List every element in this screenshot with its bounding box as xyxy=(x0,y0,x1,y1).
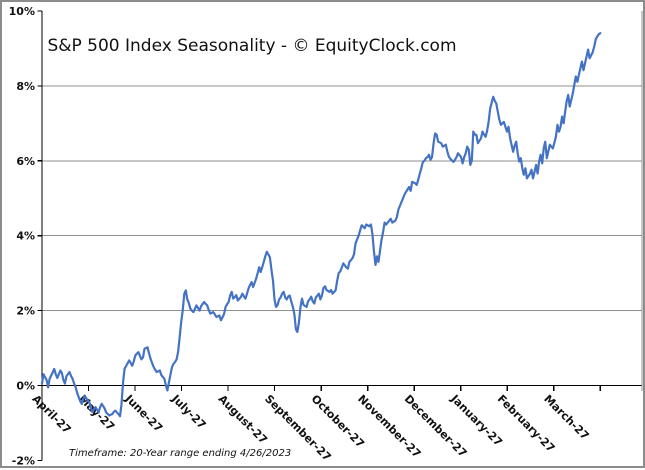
y-axis-labels: 10% 8% 6% 4% 2% 0% -2% xyxy=(9,5,35,467)
x-tick-label: June-27 xyxy=(122,392,165,435)
seasonality-line xyxy=(40,32,602,418)
y-tick-label: 0% xyxy=(16,380,35,393)
y-tick-label: 6% xyxy=(16,155,35,168)
x-tick-label: July-27 xyxy=(168,392,208,432)
axes xyxy=(37,10,643,461)
chart-title: S&P 500 Index Seasonality - © EquityCloc… xyxy=(47,36,457,56)
gridlines xyxy=(42,85,642,312)
y-tick-label: 8% xyxy=(16,80,35,93)
y-tick-label: 2% xyxy=(16,305,35,318)
y-tick-label: 10% xyxy=(9,5,35,18)
timeframe-note: Timeframe: 20-Year range ending 4/26/202… xyxy=(69,448,292,459)
y-tick-label: 4% xyxy=(16,230,35,243)
x-tick-label: March-27 xyxy=(541,392,591,442)
x-tick-label: April-27 xyxy=(30,392,74,436)
x-tick-label: August-27 xyxy=(216,392,270,446)
y-tick-label: -2% xyxy=(12,454,35,467)
